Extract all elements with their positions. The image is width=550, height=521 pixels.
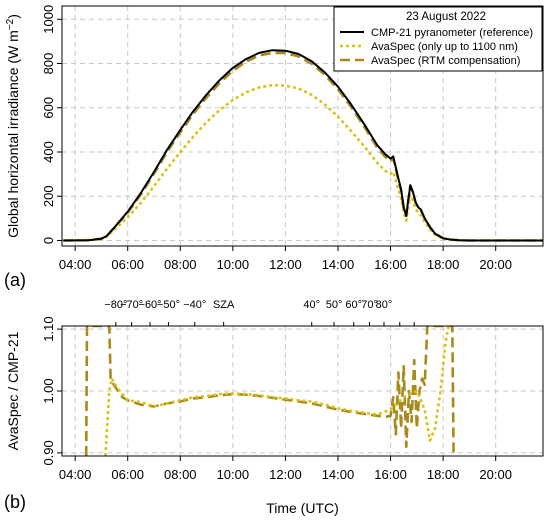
- panel-b-x-axis-label: Time (UTC): [266, 500, 339, 516]
- panel-a-legend: 23 August 2022 CMP-21 pyranometer (refer…: [333, 6, 543, 72]
- panel-b-x-tick-label: 04:00: [59, 467, 92, 482]
- panel-a-series-line-2: [63, 83, 543, 242]
- panel-a-x-tick-label: 14:00: [322, 257, 355, 272]
- panel-a-y-axis-label: Global horizontal irradiance (W m−2): [5, 14, 21, 238]
- panel-b-label: (b): [4, 492, 26, 512]
- panel-a-series-line-3: [63, 51, 543, 242]
- panel-b-x-tick-label: 14:00: [322, 467, 355, 482]
- panel-b-x-tick-label: 06:00: [111, 467, 144, 482]
- panel-a-label: (a): [4, 270, 26, 290]
- legend-entry-3: AvaSpec (RTM compensation): [371, 55, 520, 67]
- panel-b-grid: [62, 326, 543, 456]
- sza-tick-label: 80°: [376, 299, 393, 311]
- sza-tick-label: −50°: [157, 299, 180, 311]
- panel-b-series-line-2: [84, 326, 455, 456]
- legend-box: [333, 6, 543, 72]
- sza-tick-label: −80°: [104, 299, 127, 311]
- legend-items: CMP-21 pyranometer (reference) AvaSpec (o…: [340, 27, 533, 67]
- sza-tick-label: 70°: [361, 299, 378, 311]
- panel-a-frame: [61, 5, 544, 247]
- panel-a-y-tick-label: 0: [41, 237, 56, 244]
- legend-entry-2: AvaSpec (only up to 1100 nm): [371, 41, 518, 53]
- panel-b-x-tick-label: 08:00: [164, 467, 197, 482]
- panel-b-x-tick-label: 16:00: [374, 467, 407, 482]
- panel-a-x-tick-label: 20:00: [479, 257, 512, 272]
- panel-b-y-tick-label: 0.90: [41, 440, 56, 465]
- panel-b-sza-axis: −80°−70°−60°−50° −40° SZA 40° 50° 60° 70°80°: [104, 299, 415, 326]
- panel-a-x-tick-label: 04:00: [59, 257, 92, 272]
- panel-a-x-tick-label: 08:00: [164, 257, 197, 272]
- sza-tick-label: −60°: [139, 299, 162, 311]
- panel-a-x-tick-label: 06:00: [111, 257, 144, 272]
- panel-a-series: [63, 49, 543, 242]
- panel-b-x-tick-label: 18:00: [427, 467, 460, 482]
- sza-tick-label: 50°: [326, 299, 343, 311]
- panel-a-x-tick-label: 10:00: [217, 257, 250, 272]
- panel-b-y-tick-label: 1.10: [41, 316, 56, 341]
- sza-tick-label: SZA: [213, 299, 235, 311]
- panel-a-y-tick-label: 200: [41, 185, 56, 207]
- panel-a-y-tick-label: 400: [41, 141, 56, 163]
- panel-b-series: [84, 326, 455, 456]
- panel-b-ticks: 04:00 06:00 08:00 10:00 12:00 14:00 16:00 18:00…: [41, 316, 512, 482]
- panel-a-y-tick-label: 1000: [41, 5, 56, 34]
- panel-a-y-tick-label: 600: [41, 97, 56, 119]
- panel-b-series-line-1: [104, 326, 450, 456]
- panel-a-y-tick-label: 800: [41, 53, 56, 75]
- legend-title: 23 August 2022: [406, 11, 486, 23]
- panel-a-x-tick-label: 16:00: [374, 257, 407, 272]
- panel-b-y-axis-label: AvaSpec / CMP-21: [5, 331, 21, 450]
- sza-tick-label: 40°: [303, 299, 320, 311]
- panel-a-series-line-1: [63, 49, 543, 242]
- panel-b-y-tick-label: 1.00: [41, 378, 56, 403]
- sza-tick-label: 60°: [345, 299, 362, 311]
- sza-tick-label: −40°: [183, 299, 206, 311]
- legend-entry-1: CMP-21 pyranometer (reference): [371, 27, 533, 39]
- panel-a-x-tick-label: 18:00: [427, 257, 460, 272]
- sza-tick-label: −70°: [120, 299, 143, 311]
- panel-b-chart: 04:00 06:00 08:00 10:00 12:00 14:00 16:00 18:00…: [4, 299, 544, 516]
- panel-b-x-tick-label: 20:00: [479, 467, 512, 482]
- panel-b-x-tick-label: 10:00: [217, 467, 250, 482]
- panel-a-x-tick-label: 12:00: [269, 257, 302, 272]
- panel-a-chart: 04:00 06:00 08:00 10:00 12:00 14:00 16:00 18:00…: [4, 5, 544, 290]
- panel-b-x-tick-label: 12:00: [269, 467, 302, 482]
- panel-a-ticks: 04:00 06:00 08:00 10:00 12:00 14:00 16:00 18:00…: [41, 5, 512, 272]
